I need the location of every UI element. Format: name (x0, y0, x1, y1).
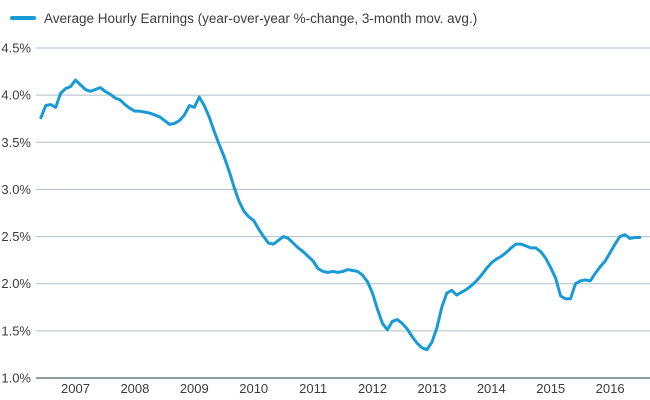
legend-label: Average Hourly Earnings (year-over-year … (44, 10, 478, 26)
x-tick-label: 2008 (120, 381, 149, 396)
x-tick-label: 2010 (239, 381, 268, 396)
x-tick-label: 2007 (61, 381, 90, 396)
y-tick-label: 4.5% (1, 41, 31, 56)
x-tick-label: 2013 (417, 381, 446, 396)
y-tick-label: 1.0% (1, 371, 31, 386)
y-tick-label: 3.0% (1, 182, 31, 197)
y-tick-label: 2.0% (1, 276, 31, 291)
x-tick-label: 2011 (299, 381, 327, 396)
x-tick-label: 2012 (358, 381, 387, 396)
x-tick-label: 2009 (180, 381, 209, 396)
y-tick-label: 2.5% (1, 229, 31, 244)
chart-legend: Average Hourly Earnings (year-over-year … (10, 9, 477, 27)
legend-line-swatch (10, 16, 36, 20)
x-tick-label: 2015 (536, 381, 565, 396)
y-tick-label: 1.5% (1, 323, 31, 338)
y-tick-label: 4.0% (1, 88, 31, 103)
y-tick-label: 3.5% (1, 135, 31, 150)
earnings-series-line (39, 78, 642, 352)
x-tick-label: 2014 (477, 381, 506, 396)
x-tick-label: 2016 (596, 381, 625, 396)
